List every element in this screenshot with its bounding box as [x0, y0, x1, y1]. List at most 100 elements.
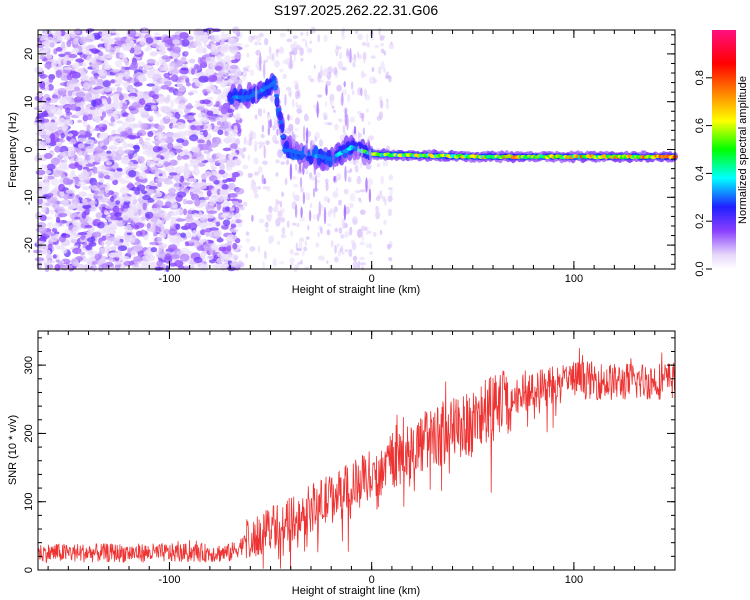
heatmap-noise-cell — [113, 171, 122, 179]
heatmap-faint-cell — [293, 54, 296, 61]
heatmap-noise-cell — [112, 135, 122, 143]
heatmap-faint-cell — [296, 104, 302, 110]
heatmap-noise-cell — [155, 177, 165, 183]
heatmap-faint-cell — [351, 239, 355, 245]
heatmap-faint-cell — [285, 159, 290, 166]
heatmap-noise-cell — [94, 190, 100, 195]
heatmap-faint-cell — [275, 218, 281, 227]
heatmap-faint-cell — [321, 254, 325, 262]
heatmap-faint-cell — [289, 51, 295, 55]
heatmap-noise-cell — [173, 145, 184, 149]
heatmap-noise-cell — [70, 169, 76, 176]
heatmap-faint-cell — [340, 233, 345, 239]
heatmap-faint-cell — [332, 210, 336, 219]
heatmap-faint-cell — [277, 240, 281, 246]
heatmap-noise-cell — [149, 51, 158, 57]
heatmap-noise-cell — [181, 182, 191, 186]
heatmap-faint-cell — [386, 244, 393, 249]
heatmap-noise-cell — [168, 172, 178, 176]
heatmap-noise-cell — [193, 183, 203, 188]
heatmap-noise-cell — [54, 231, 60, 235]
heatmap-streak — [313, 163, 316, 176]
heatmap-noise-cell — [73, 37, 79, 45]
heatmap-noise-cell — [90, 48, 99, 54]
heatmap-noise-cell — [191, 229, 197, 238]
heatmap-noise-cell — [163, 181, 174, 185]
heatmap-noise-cell — [218, 169, 226, 175]
heatmap-ridge-outer — [272, 84, 278, 91]
heatmap-faint-cell — [307, 115, 310, 122]
heatmap-noise-cell — [74, 216, 81, 220]
heatmap-noise-cell — [206, 255, 214, 261]
y-tick-label: 10 — [23, 96, 35, 108]
heatmap-faint-cell — [274, 140, 280, 144]
heatmap-streak — [305, 140, 308, 158]
heatmap-noise-cell — [178, 110, 184, 115]
heatmap-faint-cell — [385, 98, 389, 103]
heatmap-noise-cell — [65, 189, 76, 194]
heatmap-noise-cell — [54, 146, 61, 153]
heatmap-faint-cell — [380, 48, 385, 54]
heatmap-noise-cell — [235, 219, 242, 224]
heatmap-noise-cell — [221, 31, 226, 40]
heatmap-noise-cell — [195, 73, 202, 77]
spectrogram-x-ticks: -100 0 100 — [47, 30, 676, 285]
heatmap-noise-cell — [107, 96, 112, 105]
heatmap-faint-cell — [361, 42, 367, 46]
heatmap-noise-cell — [48, 75, 54, 83]
heatmap-noise-cell — [146, 70, 156, 76]
heatmap-streak — [343, 204, 347, 221]
heatmap-noise-cell — [203, 123, 212, 131]
heatmap-noise-cell — [212, 137, 217, 144]
heatmap-faint-cell — [378, 27, 381, 36]
heatmap-noise-cell — [179, 253, 190, 262]
heatmap-noise-cell — [209, 175, 218, 182]
heatmap-noise-cell — [106, 201, 117, 205]
heatmap-streak — [291, 130, 294, 149]
heatmap-noise-cell — [54, 37, 63, 43]
heatmap-faint-cell — [253, 171, 260, 176]
heatmap-faint-cell — [270, 212, 273, 219]
heatmap-faint-cell — [244, 44, 249, 48]
heatmap-noise-cell — [214, 160, 219, 165]
heatmap-noise-cell — [153, 110, 160, 115]
heatmap-noise-cell — [92, 112, 99, 117]
heatmap-noise-cell — [82, 119, 88, 128]
heatmap-noise-cell — [183, 188, 190, 193]
heatmap-noise-cell — [123, 58, 128, 63]
y-tick-label: 100 — [23, 493, 35, 511]
heatmap-noise-cell — [156, 187, 160, 194]
heatmap-noise-cell — [164, 201, 172, 208]
heatmap-noise-cell — [117, 245, 128, 252]
heatmap-faint-cell — [377, 66, 382, 75]
heatmap-noise-cell — [50, 137, 56, 145]
heatmap-faint-cell — [361, 266, 364, 271]
heatmap-noise-cell — [61, 247, 68, 254]
heatmap-noise-cell — [58, 183, 66, 192]
heatmap-noise-cell — [155, 131, 164, 137]
heatmap-faint-cell — [308, 48, 313, 53]
heatmap-streak — [263, 145, 266, 159]
heatmap-faint-cell — [333, 109, 336, 113]
heatmap-noise-cell — [75, 91, 86, 98]
heatmap-noise-cell — [144, 211, 154, 219]
heatmap-streak — [333, 175, 336, 182]
heatmap-noise-cell — [127, 113, 135, 119]
heatmap-streak — [349, 47, 352, 64]
heatmap-noise-cell — [113, 114, 119, 121]
heatmap-streak — [302, 163, 305, 176]
heatmap-faint-cell — [296, 222, 300, 227]
heatmap-faint-cell — [299, 47, 304, 56]
heatmap-faint-cell — [363, 58, 366, 64]
heatmap-noise-cell — [127, 161, 134, 167]
heatmap-noise-cell — [221, 183, 229, 190]
heatmap-noise-cell — [45, 137, 51, 144]
heatmap-noise-cell — [180, 247, 190, 254]
colorbar-tick-label: 0.8 — [694, 70, 706, 85]
heatmap-faint-cell — [303, 246, 308, 252]
heatmap-faint-cell — [295, 44, 301, 51]
heatmap-noise-cell — [135, 230, 143, 237]
heatmap-noise-cell — [47, 84, 54, 91]
heatmap-noise-cell — [197, 139, 206, 144]
heatmap-noise-cell — [182, 198, 188, 205]
